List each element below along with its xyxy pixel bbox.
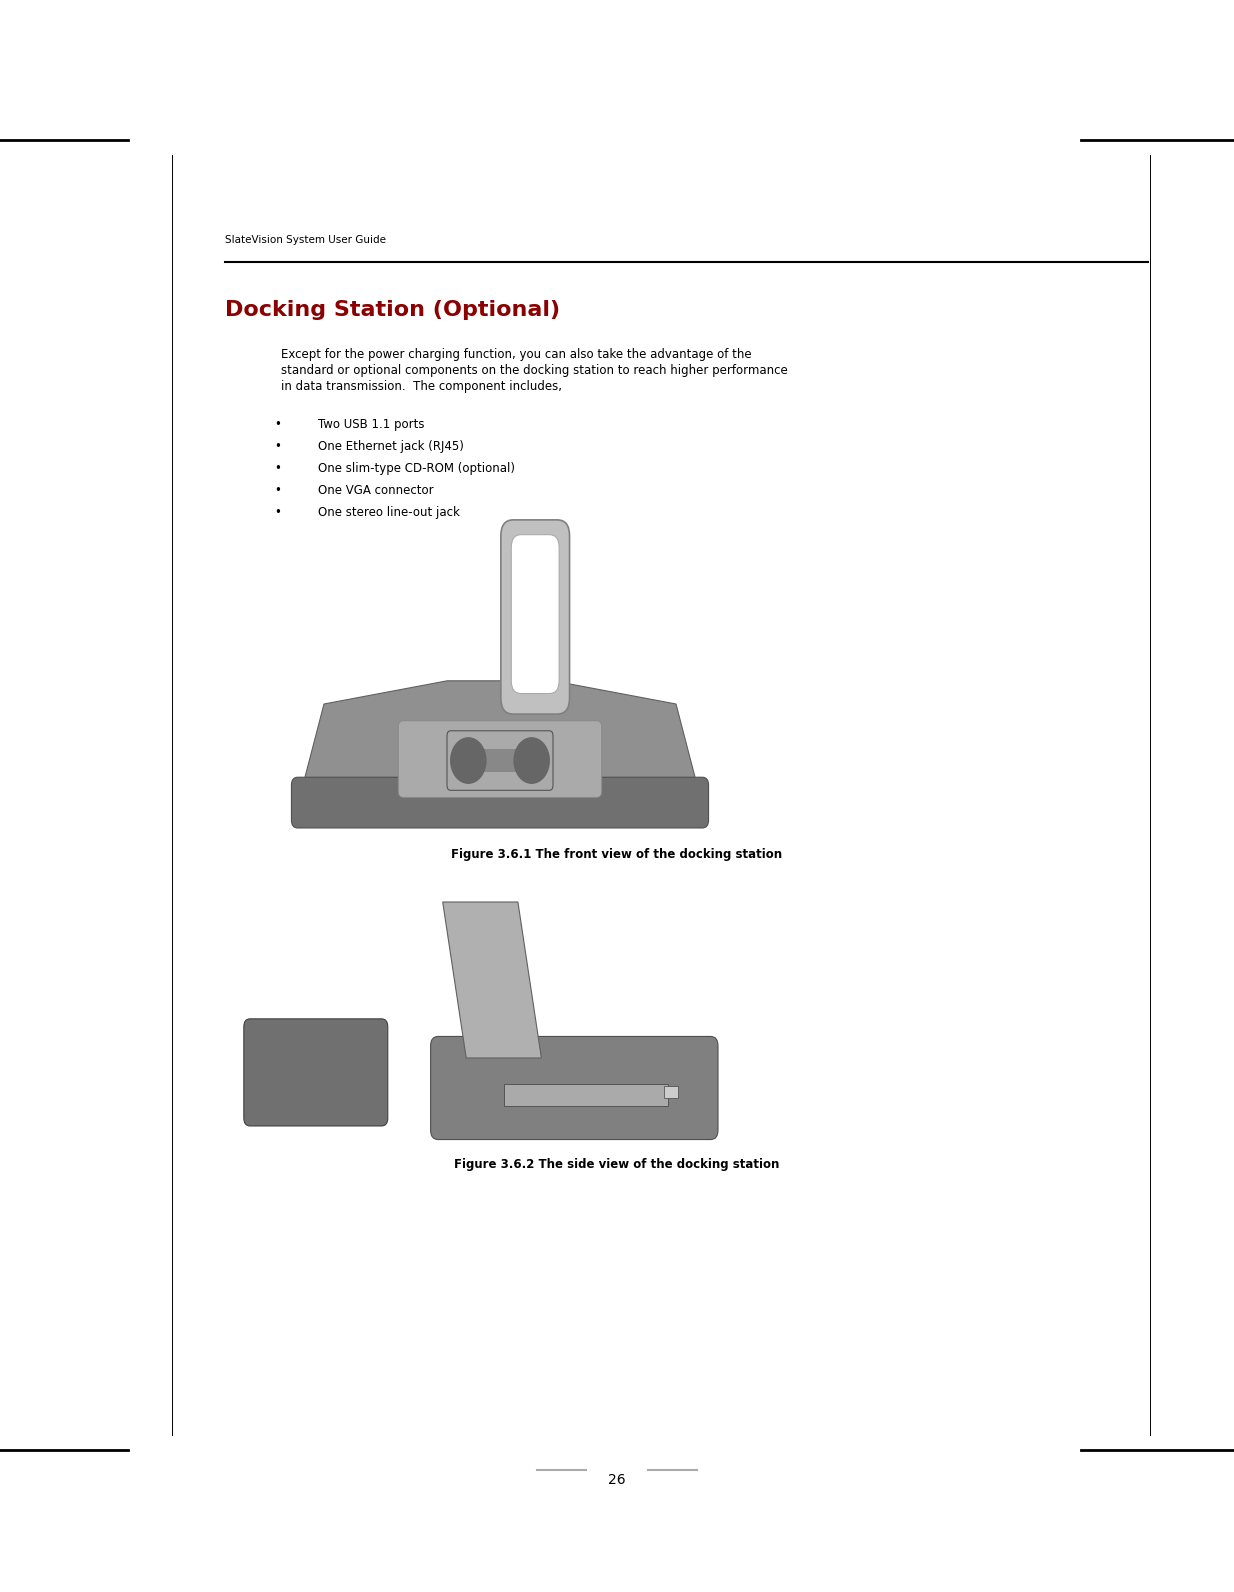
Text: •: • [274, 439, 281, 454]
Text: •: • [274, 462, 281, 474]
Text: Two USB 1.1 ports: Two USB 1.1 ports [318, 419, 424, 431]
Bar [664, 1086, 677, 1097]
Circle shape [450, 737, 486, 783]
FancyBboxPatch shape [431, 1036, 718, 1140]
Text: •: • [274, 484, 281, 497]
FancyBboxPatch shape [511, 535, 559, 694]
Polygon shape [297, 681, 702, 806]
Text: in data transmission.  The component includes,: in data transmission. The component incl… [281, 380, 563, 393]
FancyBboxPatch shape [291, 777, 708, 828]
Text: One VGA connector: One VGA connector [318, 484, 434, 497]
Text: Figure 3.6.1 The front view of the docking station: Figure 3.6.1 The front view of the docki… [452, 849, 782, 861]
Text: One stereo line-out jack: One stereo line-out jack [318, 506, 460, 519]
Text: Figure 3.6.2 The side view of the docking station: Figure 3.6.2 The side view of the dockin… [454, 1157, 780, 1172]
Text: One Ethernet jack (RJ45): One Ethernet jack (RJ45) [318, 439, 464, 454]
Text: One slim-type CD-ROM (optional): One slim-type CD-ROM (optional) [318, 462, 516, 474]
Text: •: • [274, 506, 281, 519]
Text: Except for the power charging function, you can also take the advantage of the: Except for the power charging function, … [281, 349, 752, 361]
Circle shape [515, 737, 549, 783]
FancyBboxPatch shape [501, 521, 570, 715]
FancyBboxPatch shape [244, 1019, 387, 1126]
Text: Docking Station (Optional): Docking Station (Optional) [225, 299, 560, 320]
Text: •: • [274, 419, 281, 431]
Bar [503, 1084, 669, 1106]
Text: 26: 26 [608, 1473, 626, 1487]
Text: standard or optional components on the docking station to reach higher performan: standard or optional components on the d… [281, 365, 789, 377]
Text: SlateVision System User Guide: SlateVision System User Guide [225, 236, 385, 245]
FancyBboxPatch shape [399, 721, 602, 798]
Bar [469, 750, 532, 772]
Polygon shape [443, 903, 542, 1059]
